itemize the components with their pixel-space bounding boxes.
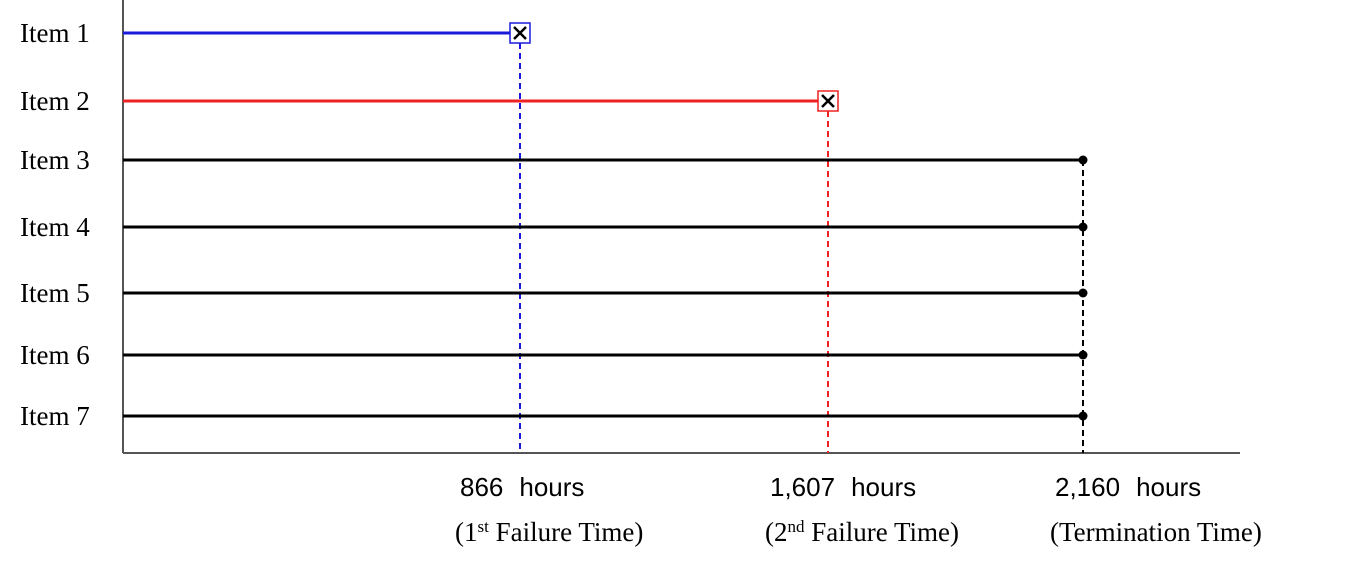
item-label: Item 6 (20, 340, 90, 370)
event-unit: hours (1136, 472, 1201, 502)
item-label: Item 4 (20, 212, 90, 242)
item-label: Item 5 (20, 278, 90, 308)
event-caption: (2nd Failure Time) (765, 517, 959, 548)
termination-dot (1078, 288, 1088, 298)
caption-text: (1 (455, 517, 478, 547)
event-time-label: 2,160 hours (1055, 472, 1201, 502)
caption-superscript: st (478, 517, 490, 536)
item-label: Item 3 (20, 145, 90, 175)
event-caption: (1st Failure Time) (455, 517, 643, 548)
event-caption: (Termination Time) (1050, 517, 1262, 547)
failure-mark (513, 26, 527, 40)
caption-text: Failure Time) (489, 517, 644, 547)
event-unit: hours (519, 472, 584, 502)
caption-text: (Termination Time) (1050, 517, 1262, 547)
item-label: Item 7 (20, 401, 90, 431)
caption-text: (2 (765, 517, 788, 547)
event-time: 866 (460, 472, 503, 502)
event-time-label: 866 hours (460, 472, 584, 502)
caption-text: Failure Time) (805, 517, 960, 547)
event-time: 2,160 (1055, 472, 1120, 502)
termination-dot (1078, 155, 1088, 165)
termination-dot (1078, 350, 1088, 360)
item-label: Item 2 (20, 86, 90, 116)
caption-superscript: nd (788, 517, 806, 536)
termination-dot (1078, 411, 1088, 421)
event-time-label: 1,607 hours (770, 472, 916, 502)
termination-dot (1078, 222, 1088, 232)
failure-mark (821, 94, 835, 108)
event-unit: hours (851, 472, 916, 502)
event-time: 1,607 (770, 472, 835, 502)
item-label: Item 1 (20, 18, 90, 48)
